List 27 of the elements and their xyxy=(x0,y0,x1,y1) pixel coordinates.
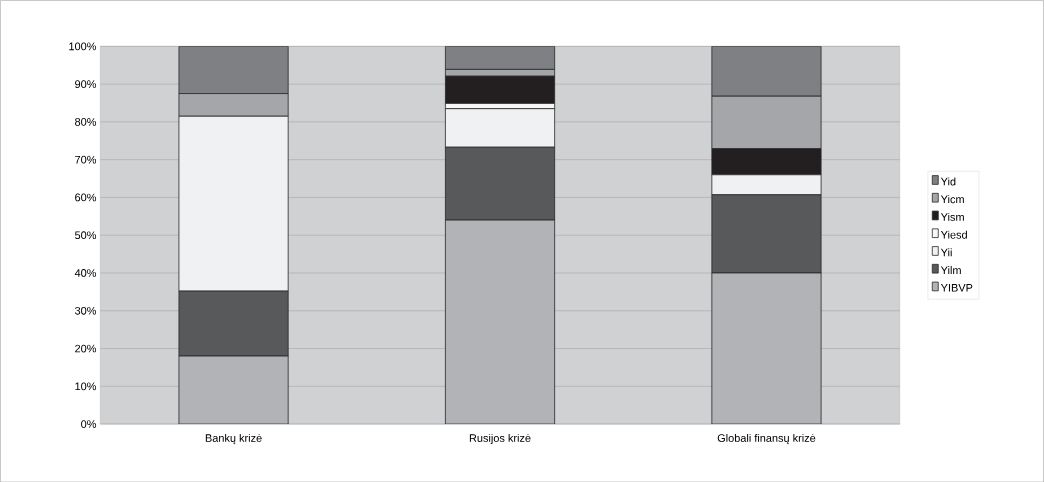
bar xyxy=(445,46,556,70)
legend-label: Yicm xyxy=(940,194,964,203)
legend-label: Yii xyxy=(940,248,952,257)
bar xyxy=(178,46,289,94)
x-tick-label: Globali finansų krizė xyxy=(717,433,816,444)
y-tick-label: 100% xyxy=(69,42,97,51)
y-tick-label: 30% xyxy=(74,306,97,315)
y-tick-label: 90% xyxy=(75,80,97,88)
x-tick-label: Bankų krizė xyxy=(205,433,262,444)
y-tick-label: 40% xyxy=(74,268,97,277)
y-tick-label: 10% xyxy=(75,382,97,390)
bar xyxy=(445,219,556,424)
y-tick-label: 0% xyxy=(81,420,97,428)
y-tick-label: 20% xyxy=(75,344,97,353)
legend-label: YIBVP xyxy=(940,283,973,292)
legend-label: Yism xyxy=(940,212,964,221)
y-tick-label: 70% xyxy=(75,155,97,164)
y-tick-label: 50% xyxy=(75,231,97,239)
y-tick-label: 60% xyxy=(75,193,97,202)
legend-label: Yiesd xyxy=(940,230,967,239)
bar xyxy=(711,272,822,424)
legend-label: Yid xyxy=(940,177,956,186)
bar xyxy=(711,46,822,97)
y-tick-label: 80% xyxy=(75,117,97,126)
x-tick-label: Rusijos krizė xyxy=(469,433,531,444)
legend-label: Yilm xyxy=(940,265,961,274)
bar xyxy=(178,355,289,424)
